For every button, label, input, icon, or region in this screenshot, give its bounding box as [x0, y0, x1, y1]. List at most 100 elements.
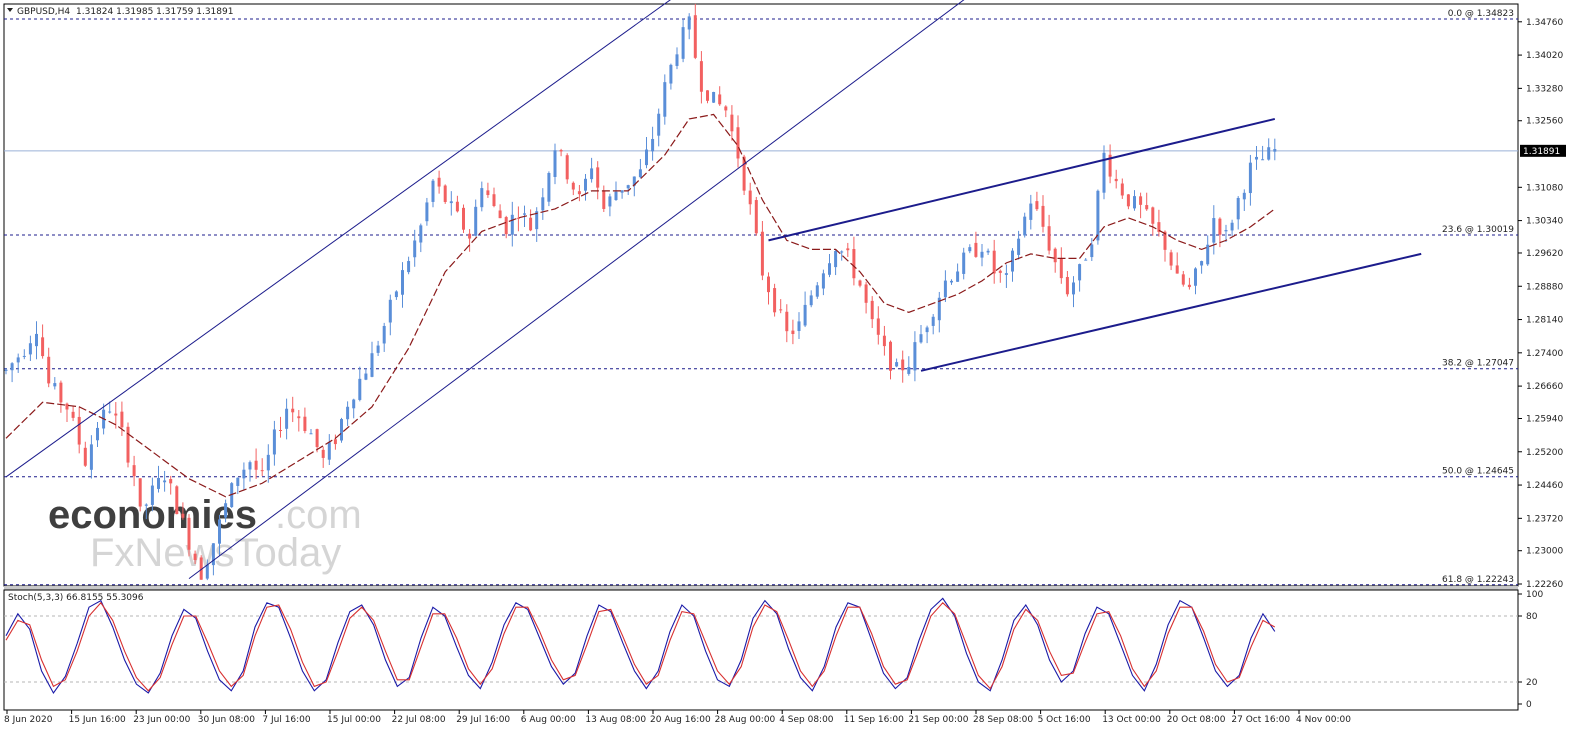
- candle-body: [1102, 152, 1106, 193]
- stoch-tick-label: 20: [1526, 678, 1538, 688]
- candle-body: [248, 462, 252, 470]
- candle-body: [352, 399, 356, 409]
- candle-body: [315, 429, 319, 448]
- candle-body: [840, 251, 844, 253]
- trend-line[interactable]: [188, 0, 982, 580]
- price-tick-label: 1.23720: [1526, 514, 1563, 524]
- candle-body: [364, 373, 368, 380]
- candle-body: [22, 355, 26, 357]
- candle-body: [1206, 244, 1210, 265]
- candle-body: [205, 564, 209, 579]
- candle-body: [1248, 162, 1252, 194]
- time-tick-label: 27 Oct 16:00: [1231, 715, 1290, 725]
- candle-body: [950, 280, 953, 283]
- candle-body: [272, 429, 276, 455]
- candle-body: [1065, 276, 1069, 295]
- candle-body: [4, 369, 8, 371]
- collapse-triangle-icon[interactable]: [7, 8, 13, 12]
- price-tick-label: 1.33280: [1526, 84, 1563, 94]
- candle-body: [608, 196, 612, 207]
- time-tick-label: 15 Jul 00:00: [327, 715, 381, 725]
- candle-body: [1187, 284, 1191, 288]
- stoch-layer: [4, 597, 1518, 695]
- candle-body: [1181, 274, 1185, 285]
- candle-body: [297, 416, 301, 419]
- candle-body: [1212, 218, 1216, 243]
- candle-body: [834, 250, 838, 268]
- candle-body: [260, 470, 264, 472]
- candle-body: [571, 182, 575, 190]
- candle-body: [279, 430, 282, 432]
- candle-body: [754, 200, 758, 234]
- price-tick-label: 1.22260: [1526, 580, 1563, 590]
- candle-body: [1096, 190, 1100, 241]
- candle-body: [1072, 282, 1075, 295]
- candle-body: [974, 242, 978, 257]
- ohlc-label: 1.31824 1.31985 1.31759 1.31891: [76, 7, 233, 17]
- candle-body: [254, 460, 258, 470]
- candle-body: [1059, 258, 1063, 279]
- candle-body: [1084, 259, 1088, 261]
- candle-body: [53, 383, 57, 387]
- candle-body: [590, 168, 594, 180]
- candle-body: [126, 426, 130, 463]
- pane-separator[interactable]: [4, 586, 1518, 590]
- time-tick-label: 6 Aug 00:00: [521, 715, 576, 725]
- candle-body: [541, 197, 545, 211]
- candle-body: [510, 214, 514, 235]
- candle-body: [895, 362, 899, 367]
- stoch-signal-line: [5, 601, 1276, 692]
- candle-body: [986, 250, 990, 253]
- candle-body: [1273, 149, 1277, 152]
- candle-body: [1126, 194, 1130, 207]
- candle-body: [413, 240, 417, 258]
- candle-body: [553, 150, 557, 177]
- candle-body: [1035, 201, 1039, 210]
- candle-body: [846, 248, 850, 251]
- time-tick-label: 20 Aug 16:00: [650, 715, 711, 725]
- candle-body: [437, 177, 441, 187]
- candle-body: [1133, 196, 1136, 209]
- candle-body: [913, 342, 917, 371]
- candle-body: [748, 190, 752, 205]
- trend-line[interactable]: [768, 117, 1276, 242]
- candle-body: [486, 190, 490, 196]
- candle-body: [236, 477, 240, 486]
- candle-body: [407, 261, 411, 273]
- price-tick-label: 1.23000: [1526, 547, 1563, 557]
- candle-body: [809, 295, 813, 306]
- candle-body: [858, 280, 862, 286]
- candle-body: [596, 167, 600, 188]
- candle-body: [767, 276, 770, 293]
- stoch-main-line: [5, 597, 1276, 695]
- stoch-frame: [3, 589, 1519, 711]
- candle-body: [968, 247, 972, 252]
- candle-body: [504, 217, 508, 235]
- price-tick-label: 1.25940: [1526, 414, 1563, 424]
- candle-body: [1163, 231, 1167, 250]
- symbol-label: GBPUSD,H4: [17, 7, 70, 17]
- fib-level-label: 23.6 @ 1.30019: [1442, 225, 1514, 235]
- trend-line[interactable]: [920, 252, 1422, 372]
- candle-body: [1011, 250, 1014, 272]
- candle-body: [687, 16, 691, 30]
- watermark-fxnewstoday: FxNewsToday: [90, 531, 341, 575]
- candle-body: [108, 411, 112, 413]
- candle-body: [693, 15, 697, 58]
- candle-body: [175, 486, 179, 515]
- price-tick-label: 1.27400: [1526, 349, 1563, 359]
- time-tick-label: 29 Jul 16:00: [456, 715, 510, 725]
- candle-body: [59, 382, 63, 403]
- candle-body: [724, 106, 728, 111]
- candle-body: [907, 366, 911, 374]
- candle-body: [925, 327, 929, 333]
- candle-body: [199, 557, 203, 580]
- candle-body: [193, 553, 197, 561]
- candle-body: [340, 419, 343, 441]
- price-axis[interactable]: 1.34760 1.34020 1.33280 1.32560 1.31080 1.303…: [1518, 18, 1566, 710]
- trend-line[interactable]: [5, 0, 689, 478]
- time-tick-label: 15 Jun 16:00: [69, 715, 126, 725]
- candle-body: [876, 318, 880, 335]
- time-axis[interactable]: 8 Jun 2020 15 Jun 16:00 23 Jun 00:00 30 Jun…: [4, 710, 1351, 725]
